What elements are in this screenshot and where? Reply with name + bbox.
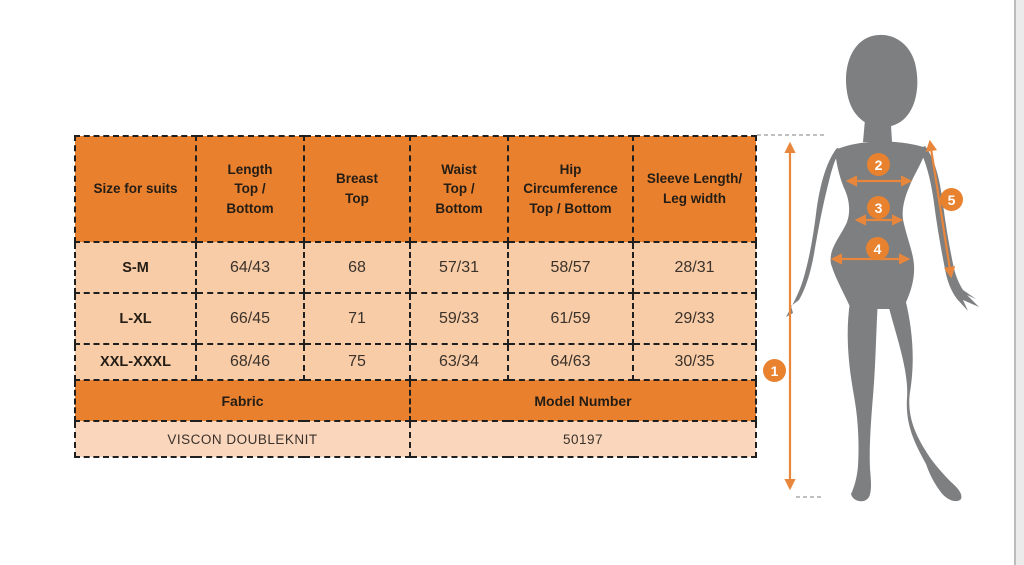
marker-3-badge: 3 bbox=[867, 196, 890, 219]
marker-2-badge: 2 bbox=[867, 153, 890, 176]
col-header-hip: Hip Circumference Top / Bottom bbox=[507, 135, 634, 243]
value-cell: 64/43 bbox=[195, 241, 305, 294]
value-cell: 61/59 bbox=[507, 292, 634, 345]
size-label: S-M bbox=[74, 241, 197, 294]
sleeve-arrow bbox=[925, 139, 956, 279]
page-edge-strip bbox=[1014, 0, 1024, 565]
table-row: XXL-XXXL 68/46 75 63/34 64/63 30/35 bbox=[74, 343, 757, 381]
size-label: XXL-XXXL bbox=[74, 343, 197, 381]
value-cell: 28/31 bbox=[632, 241, 757, 294]
fabric-header: Fabric bbox=[74, 379, 411, 422]
marker-1-badge: 1 bbox=[763, 359, 786, 382]
value-cell: 66/45 bbox=[195, 292, 305, 345]
table-row: L-XL 66/45 71 59/33 61/59 29/33 bbox=[74, 292, 757, 345]
col-header-length: Length Top / Bottom bbox=[195, 135, 305, 243]
table-header-row: Size for suits Length Top / Bottom Breas… bbox=[74, 135, 757, 243]
value-cell: 64/63 bbox=[507, 343, 634, 381]
value-cell: 63/34 bbox=[409, 343, 509, 381]
col-header-sleeve: Sleeve Length/ Leg width bbox=[632, 135, 757, 243]
value-cell: 68/46 bbox=[195, 343, 305, 381]
col-header-waist: Waist Top / Bottom bbox=[409, 135, 509, 243]
value-cell: 58/57 bbox=[507, 241, 634, 294]
fabric-value: VISCON DOUBLEKNIT bbox=[74, 420, 411, 458]
value-cell: 75 bbox=[303, 343, 411, 381]
value-cell: 68 bbox=[303, 241, 411, 294]
marker-4-badge: 4 bbox=[866, 237, 889, 260]
table-footer-value-row: VISCON DOUBLEKNIT 50197 bbox=[74, 420, 757, 458]
model-number-header: Model Number bbox=[409, 379, 757, 422]
col-header-size: Size for suits bbox=[74, 135, 197, 243]
size-label: L-XL bbox=[74, 292, 197, 345]
size-chart-table: Size for suits Length Top / Bottom Breas… bbox=[74, 135, 757, 458]
marker-5-badge: 5 bbox=[940, 188, 963, 211]
table-footer-header-row: Fabric Model Number bbox=[74, 379, 757, 422]
value-cell: 59/33 bbox=[409, 292, 509, 345]
value-cell: 29/33 bbox=[632, 292, 757, 345]
value-cell: 57/31 bbox=[409, 241, 509, 294]
value-cell: 71 bbox=[303, 292, 411, 345]
model-number-value: 50197 bbox=[409, 420, 757, 458]
col-header-breast: Breast Top bbox=[303, 135, 411, 243]
value-cell: 30/35 bbox=[632, 343, 757, 381]
table-row: S-M 64/43 68 57/31 58/57 28/31 bbox=[74, 241, 757, 294]
